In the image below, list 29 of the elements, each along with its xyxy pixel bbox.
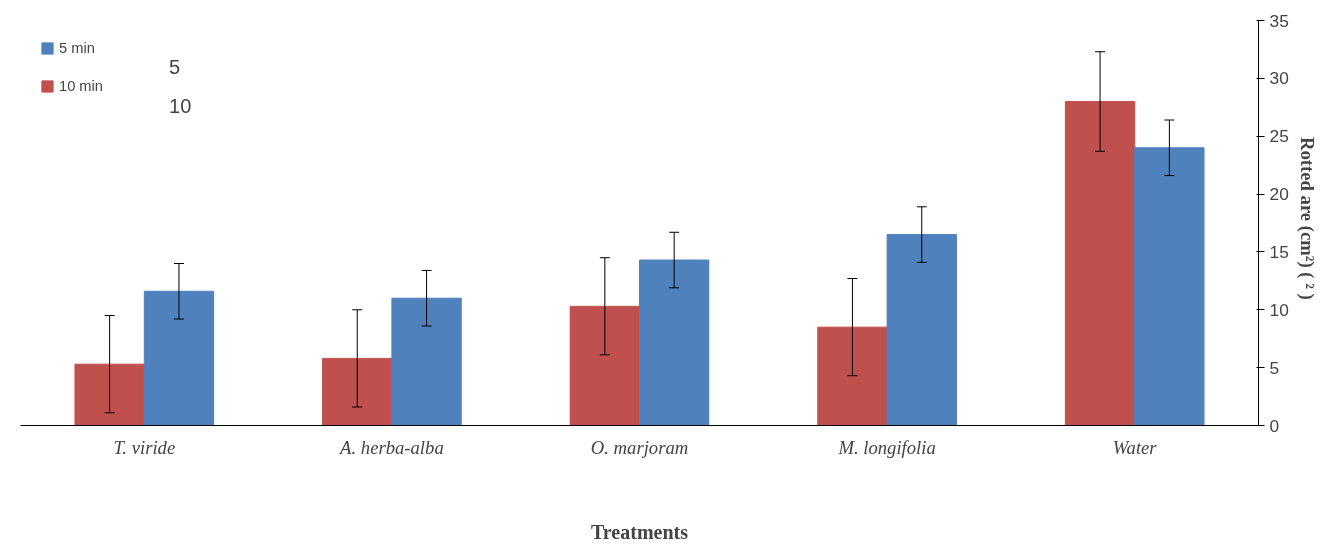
y-tick-label: 5	[1269, 357, 1280, 378]
y-tick-label: 20	[1269, 184, 1289, 205]
x-tick-label: O. marjoram	[590, 436, 689, 458]
y-tick-label: 35	[1269, 10, 1289, 31]
y-tick-label: 0	[1269, 415, 1280, 436]
bar	[391, 297, 462, 426]
bar	[322, 357, 393, 426]
bar	[74, 363, 145, 426]
y-tick-label: 10	[1269, 299, 1289, 320]
x-tick-label: A. herba-alba	[338, 436, 444, 458]
annotation: 5	[169, 56, 181, 79]
y-axis-title: Rotted are (cm²) ( ² )	[1295, 137, 1318, 300]
y-tick-label: 25	[1269, 126, 1289, 147]
y-tick-label: 30	[1269, 68, 1289, 89]
legend-label: 10 min	[59, 78, 103, 94]
legend-label: 5 min	[59, 40, 95, 56]
x-tick-label: T. viride	[113, 436, 176, 458]
x-tick-label: Water	[1112, 436, 1158, 458]
bar	[1134, 147, 1205, 426]
bar	[569, 305, 640, 426]
x-tick-label: M. longifolia	[837, 436, 936, 458]
y-tick-label: 15	[1269, 241, 1289, 262]
x-axis-title: Treatments	[590, 520, 689, 543]
bar	[886, 234, 957, 426]
annotation: 10	[169, 94, 192, 117]
bar	[143, 290, 215, 426]
bar	[639, 259, 710, 426]
bar	[1064, 101, 1136, 426]
bar	[817, 326, 888, 426]
